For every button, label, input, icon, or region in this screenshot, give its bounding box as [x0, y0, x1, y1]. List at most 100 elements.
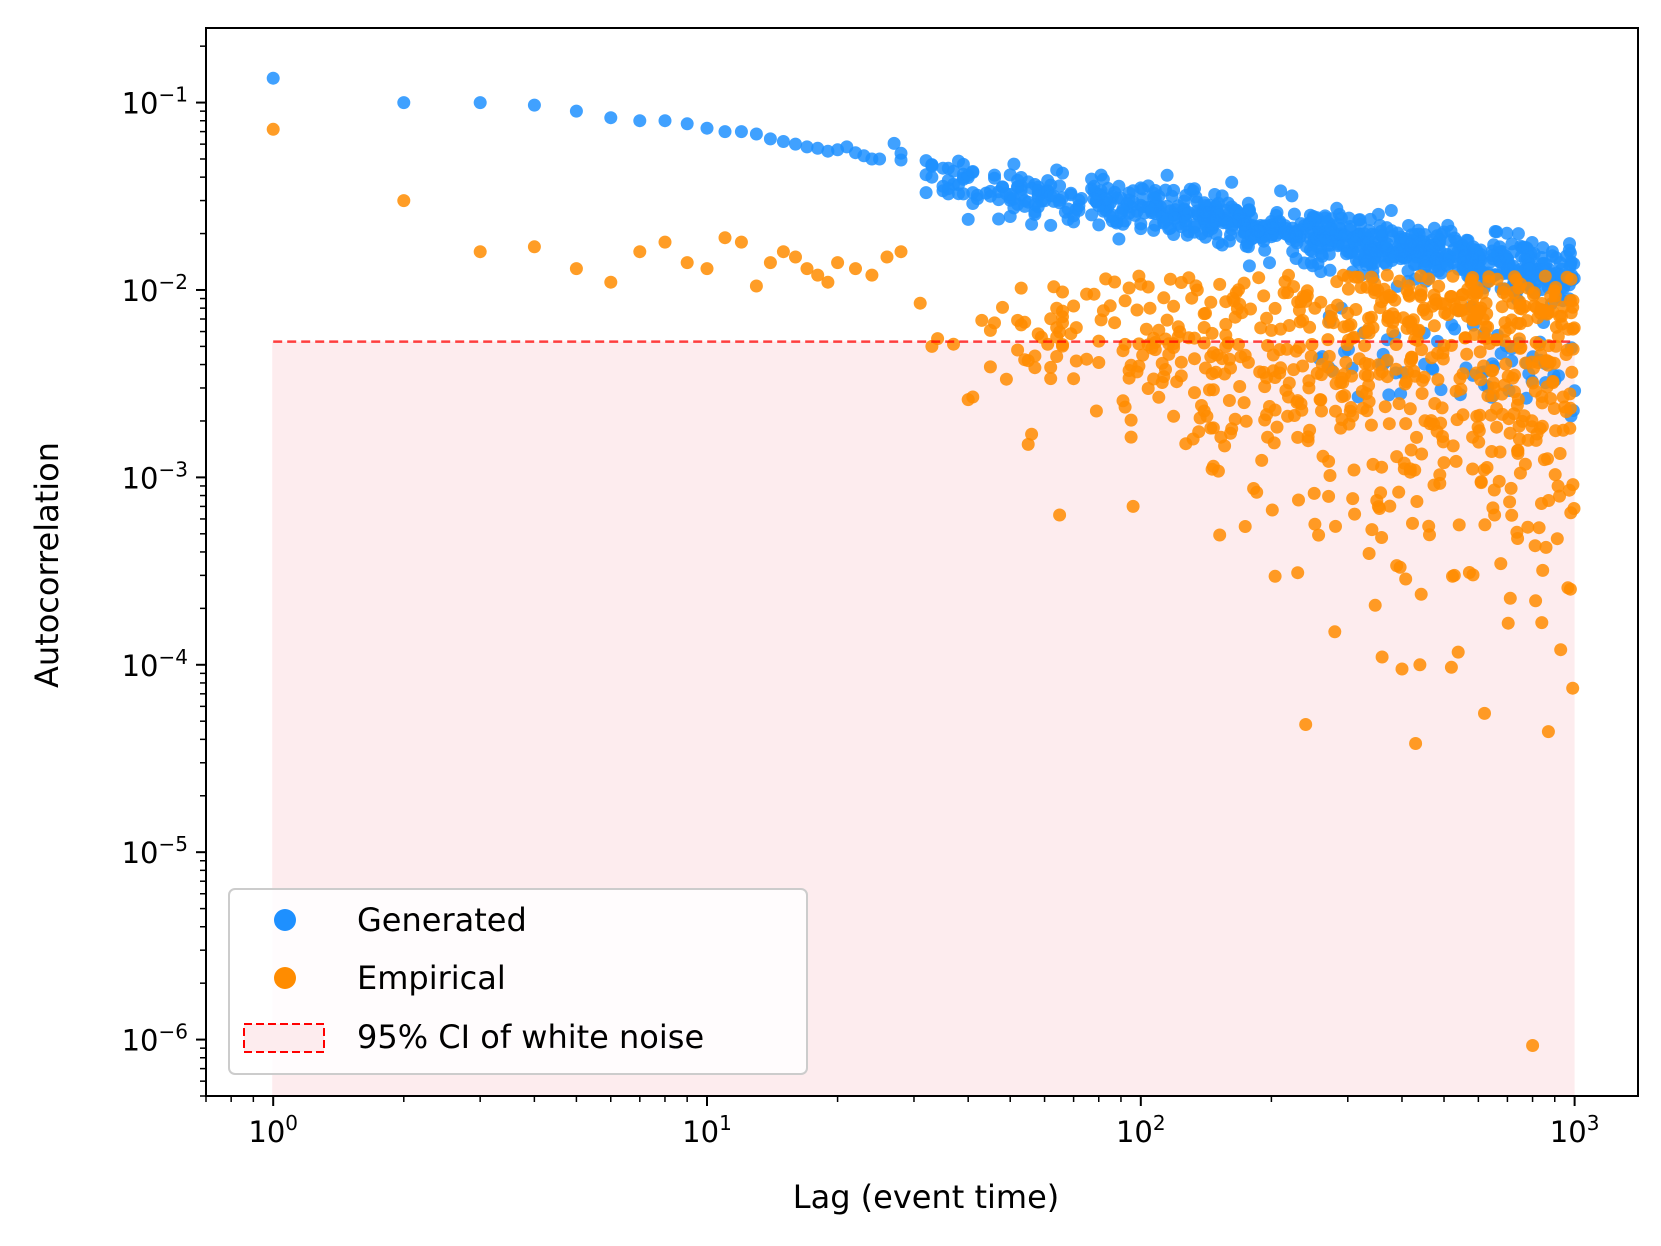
empirical-point	[1422, 272, 1436, 286]
generated-point	[1265, 221, 1279, 235]
generated-point	[633, 114, 647, 128]
generated-point	[961, 212, 975, 226]
empirical-point	[1382, 417, 1396, 431]
generated-point	[936, 161, 950, 175]
empirical-point	[1215, 352, 1229, 366]
generated-point	[1089, 193, 1103, 207]
empirical-point	[1299, 294, 1313, 308]
empirical-point	[1381, 311, 1395, 325]
generated-point	[1215, 189, 1229, 203]
empirical-point	[1230, 302, 1244, 316]
generated-point	[1353, 213, 1367, 227]
empirical-point	[1428, 397, 1442, 410]
empirical-point	[1532, 521, 1546, 535]
generated-point	[1402, 219, 1415, 232]
generated-point	[1197, 196, 1211, 210]
empirical-point	[1347, 463, 1361, 477]
generated-point	[1385, 224, 1399, 238]
empirical-point	[1373, 502, 1386, 515]
empirical-point	[1157, 370, 1171, 384]
empirical-point	[1468, 328, 1482, 341]
empirical-point	[1280, 342, 1294, 356]
empirical-point	[1494, 557, 1508, 571]
empirical-point	[1429, 297, 1443, 311]
empirical-point	[1559, 348, 1573, 361]
empirical-point	[1307, 486, 1321, 500]
empirical-point	[1406, 516, 1419, 530]
empirical-point	[1316, 449, 1330, 463]
empirical-point	[1257, 289, 1271, 303]
generated-point	[873, 152, 887, 166]
empirical-point	[1473, 408, 1487, 422]
generated-point	[1263, 256, 1276, 270]
generated-point	[1330, 201, 1344, 215]
empirical-point	[1080, 352, 1094, 366]
empirical-point	[1124, 413, 1138, 427]
generated-point	[966, 186, 980, 200]
empirical-point	[1466, 430, 1480, 444]
empirical-point	[569, 262, 583, 276]
empirical-point	[1436, 435, 1450, 449]
generated-point	[1448, 322, 1462, 336]
generated-point	[776, 135, 790, 148]
empirical-point	[1203, 383, 1216, 397]
empirical-point	[1536, 563, 1550, 577]
empirical-point	[1341, 282, 1355, 296]
empirical-point	[1056, 304, 1069, 318]
generated-point	[1394, 387, 1408, 401]
empirical-point	[776, 245, 790, 259]
empirical-point	[1265, 503, 1279, 517]
empirical-point	[1504, 481, 1518, 495]
generated-point	[658, 114, 672, 128]
empirical-point	[604, 275, 618, 289]
empirical-point	[1050, 330, 1064, 344]
generated-point	[734, 125, 748, 139]
generated-point	[811, 141, 825, 155]
empirical-point	[1069, 354, 1083, 368]
generated-point	[789, 137, 802, 151]
generated-point	[1061, 212, 1075, 226]
empirical-point	[1252, 271, 1266, 285]
empirical-point	[1132, 359, 1146, 373]
empirical-point	[1139, 322, 1153, 336]
empirical-point	[1274, 361, 1288, 375]
generated-point	[1025, 217, 1039, 231]
empirical-point	[1450, 413, 1464, 427]
empirical-point	[1432, 279, 1446, 293]
empirical-point	[1278, 275, 1292, 289]
empirical-point	[763, 256, 777, 270]
empirical-point	[1044, 360, 1058, 374]
generated-point	[1444, 224, 1458, 238]
empirical-point	[983, 323, 997, 337]
empirical-point	[1451, 645, 1465, 659]
empirical-point	[1126, 499, 1140, 513]
empirical-point	[1521, 433, 1535, 447]
empirical-point	[1473, 345, 1487, 359]
empirical-point	[1341, 333, 1355, 347]
empirical-point	[700, 262, 714, 276]
empirical-point	[1147, 372, 1161, 386]
generated-point	[1426, 242, 1440, 256]
empirical-point	[1548, 468, 1562, 482]
generated-point	[1011, 173, 1025, 187]
empirical-point	[1539, 540, 1553, 554]
generated-point	[952, 154, 965, 168]
empirical-point	[1504, 339, 1518, 353]
empirical-point	[1452, 518, 1466, 532]
empirical-point	[1132, 269, 1146, 283]
empirical-point	[1238, 520, 1252, 533]
empirical-point	[1561, 322, 1575, 336]
empirical-point	[1014, 318, 1028, 332]
empirical-point	[1336, 268, 1350, 282]
generated-point	[1041, 174, 1055, 188]
empirical-point	[1263, 400, 1276, 413]
empirical-point	[1303, 423, 1317, 437]
empirical-point	[1486, 501, 1500, 515]
empirical-point	[931, 332, 945, 346]
empirical-point	[1250, 485, 1264, 499]
generated-point	[966, 165, 980, 178]
empirical-point	[1352, 352, 1366, 366]
empirical-point	[1213, 277, 1227, 291]
empirical-point	[1390, 450, 1404, 464]
generated-point	[1398, 232, 1412, 246]
